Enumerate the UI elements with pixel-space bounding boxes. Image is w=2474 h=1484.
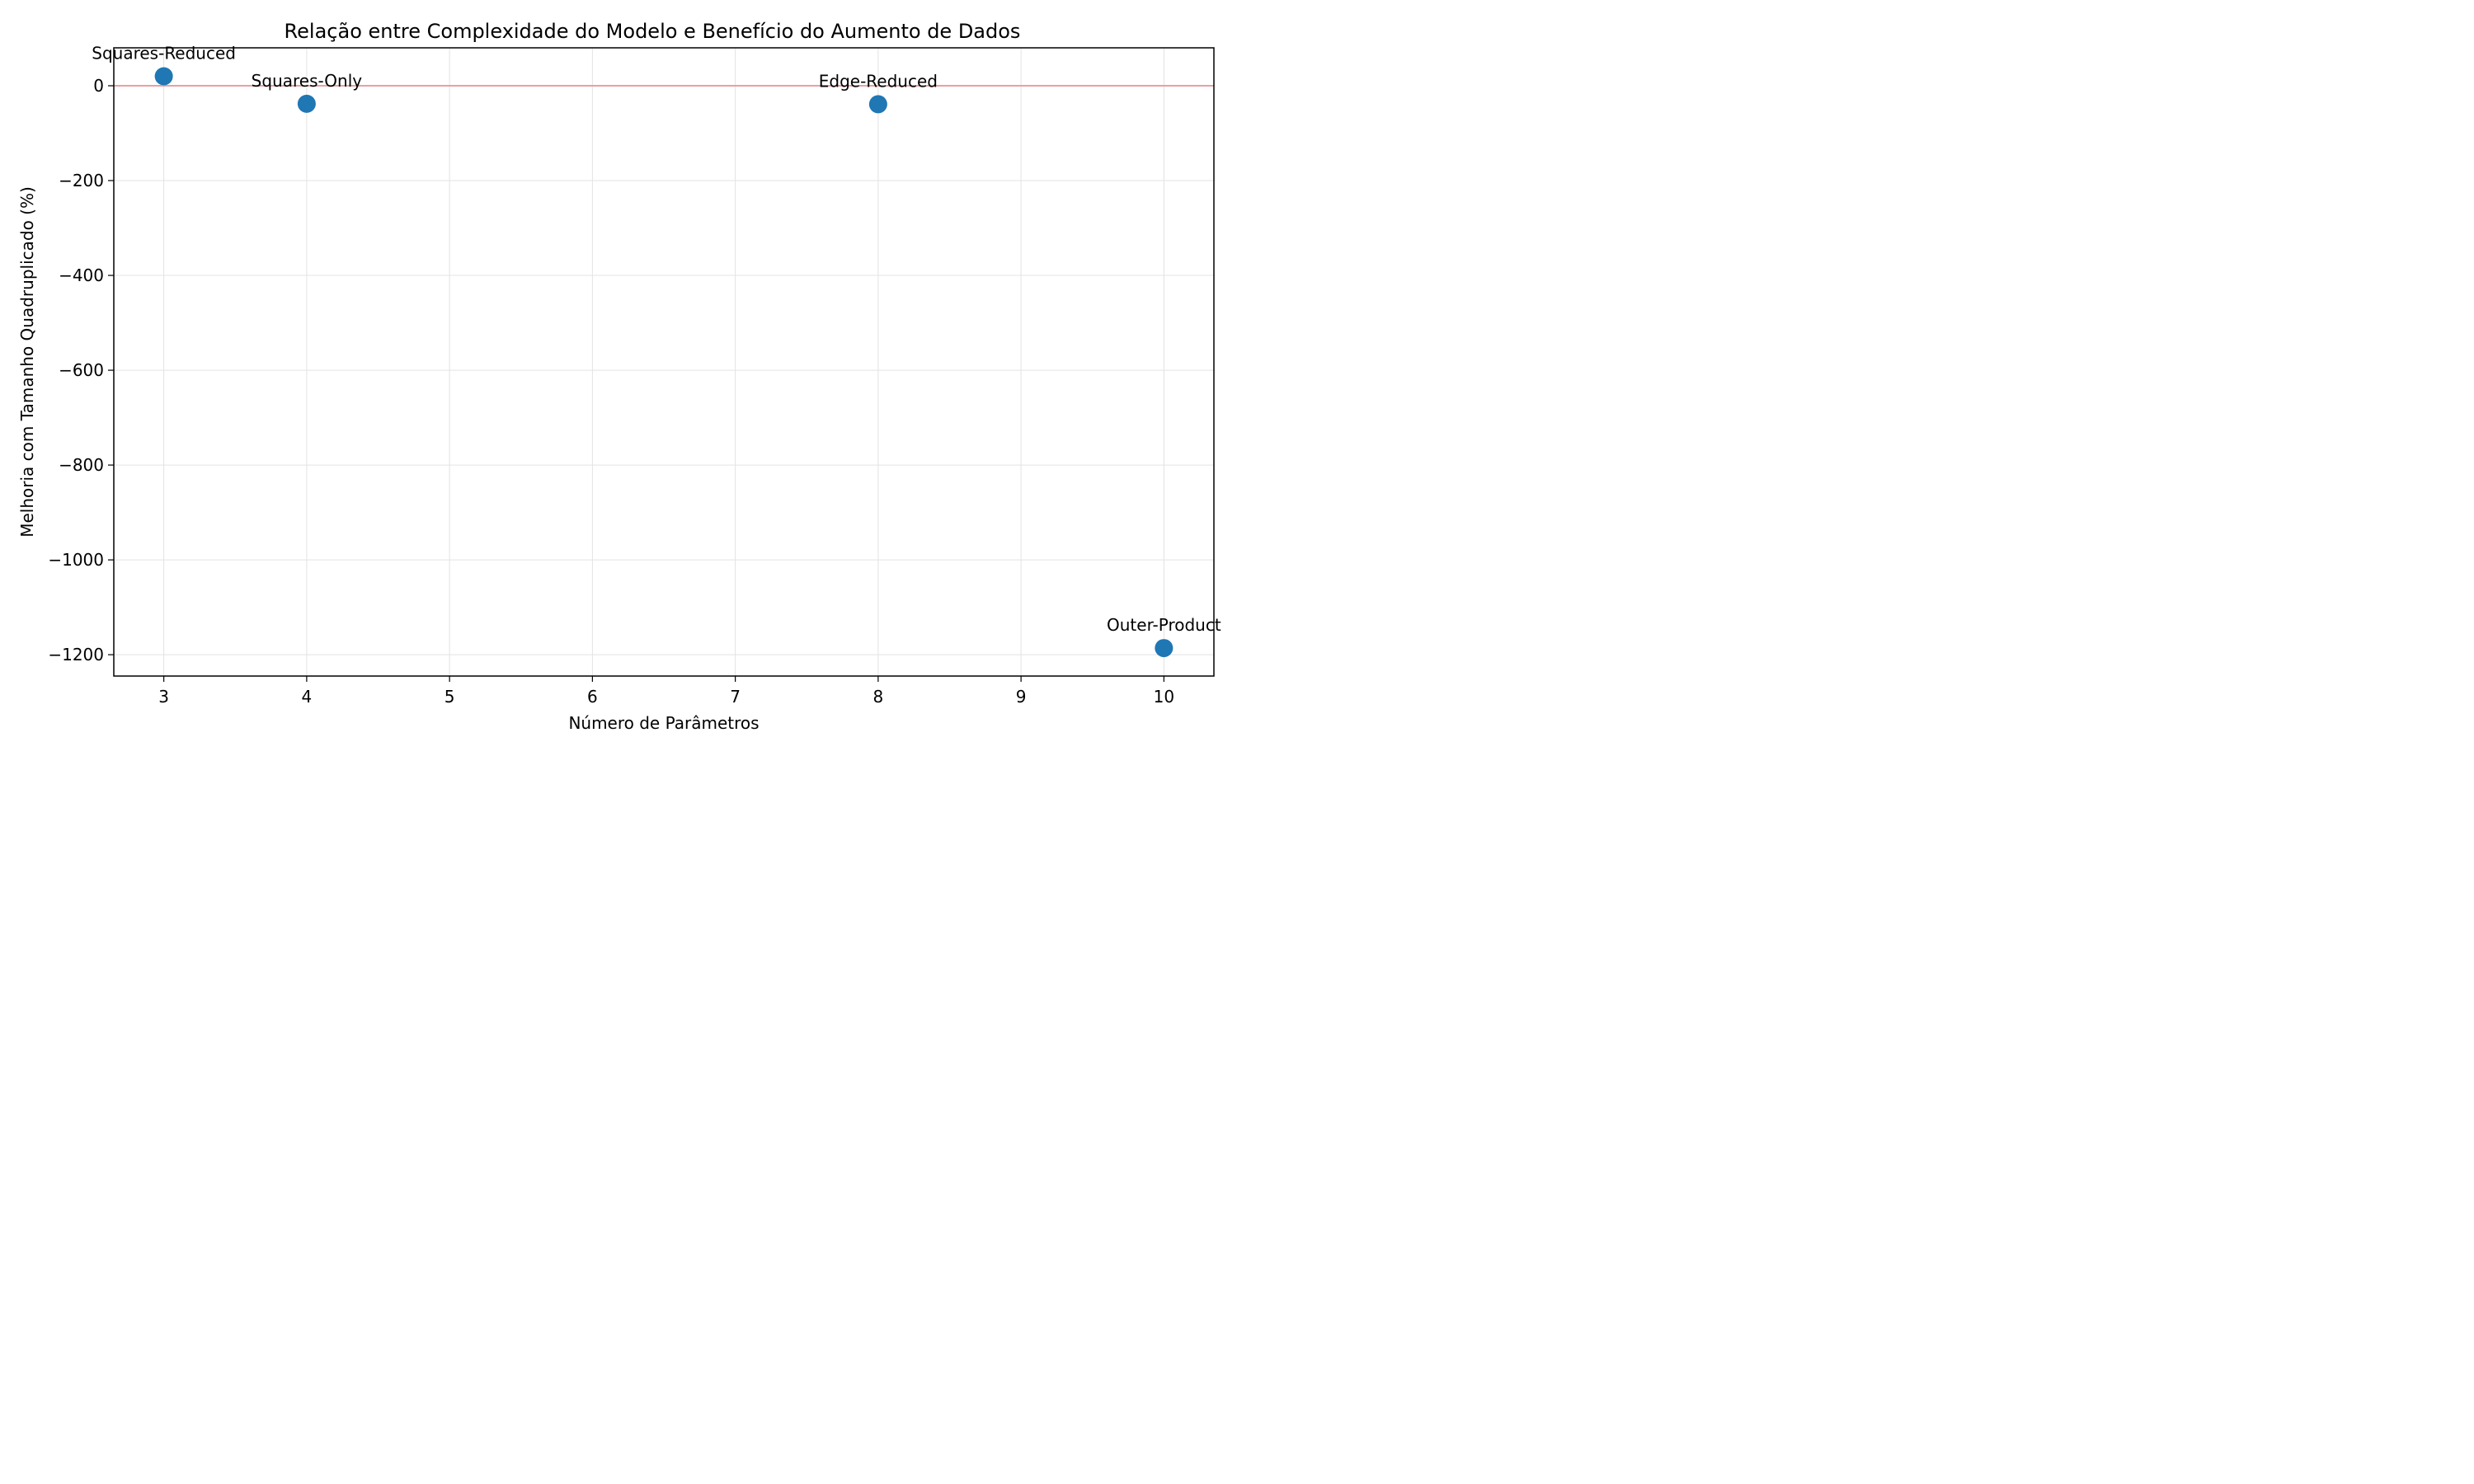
scatter-chart: Relação entre Complexidade do Modelo e B… <box>17 20 1221 733</box>
x-tick-label: 4 <box>302 687 313 707</box>
chart-title: Relação entre Complexidade do Modelo e B… <box>285 20 1021 43</box>
data-point-label: Edge-Reduced <box>819 71 938 91</box>
data-point-label: Squares-Only <box>252 71 363 91</box>
x-tick-label: 9 <box>1016 687 1027 707</box>
y-tick-label: −1000 <box>48 550 104 570</box>
y-tick-label: −1200 <box>48 645 104 665</box>
data-point <box>868 95 887 114</box>
data-points <box>154 67 1174 658</box>
point-labels: Squares-Reduced Squares-Only Edge-Reduced O… <box>92 44 1221 636</box>
data-point-label: Squares-Reduced <box>92 44 236 63</box>
y-tick-label: −200 <box>59 171 104 190</box>
x-axis-label: Número de Parâmetros <box>568 713 759 733</box>
data-point <box>297 94 316 113</box>
plot-area-frame <box>113 47 1215 677</box>
y-tick-label: −600 <box>59 360 104 380</box>
x-tick-label: 8 <box>873 687 884 707</box>
data-point-label: Outer-Product <box>1107 615 1221 635</box>
y-tick-label: −800 <box>59 455 104 475</box>
x-tick-label: 7 <box>730 687 741 707</box>
x-tick-label: 5 <box>444 687 455 707</box>
grid <box>114 48 1214 676</box>
y-tick-label: −400 <box>59 265 104 285</box>
y-axis: 0 −200 −400 −600 −800 −1000 −1200 <box>48 76 114 665</box>
data-point <box>154 67 173 86</box>
x-axis: 3 4 5 6 7 8 9 10 <box>158 676 1174 707</box>
y-tick-label: 0 <box>93 76 104 96</box>
x-tick-label: 3 <box>158 687 169 707</box>
x-tick-label: 6 <box>587 687 598 707</box>
chart-container: Relação entre Complexidade do Modelo e B… <box>0 0 1237 742</box>
x-tick-label: 10 <box>1154 687 1174 707</box>
y-axis-label: Melhoria com Tamanho Quadruplicado (%) <box>17 186 37 538</box>
data-point <box>1155 639 1174 658</box>
